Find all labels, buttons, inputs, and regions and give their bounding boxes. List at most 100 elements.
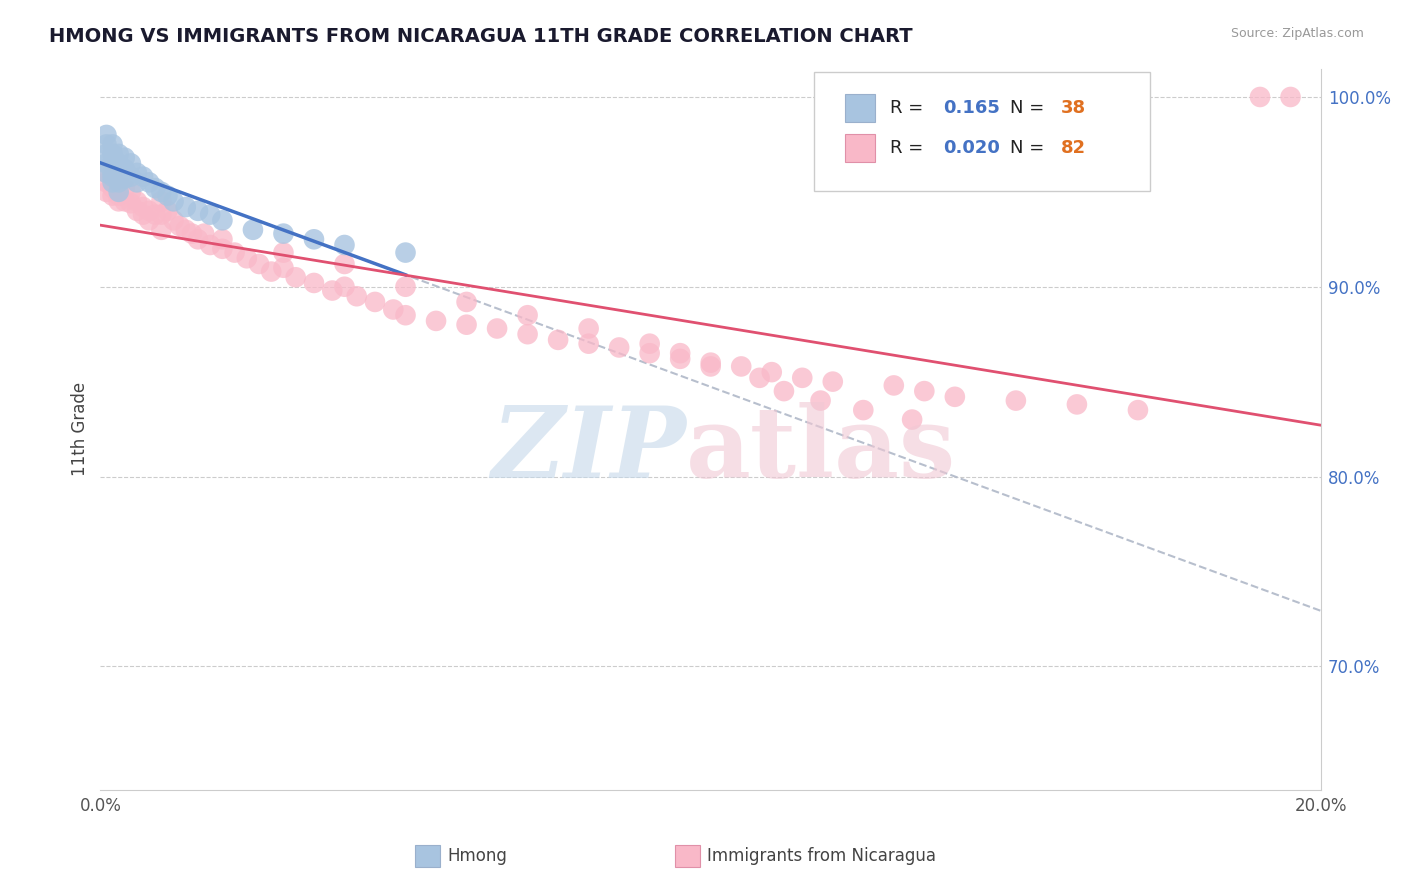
Point	[1066, 397, 1088, 411]
Point	[761, 365, 783, 379]
Point	[96, 128, 118, 142]
Point	[114, 181, 136, 195]
Point	[394, 279, 416, 293]
Text: 38: 38	[1062, 99, 1087, 117]
Point	[180, 227, 202, 241]
FancyBboxPatch shape	[845, 134, 876, 161]
Text: atlas: atlas	[686, 402, 956, 500]
Point	[382, 302, 405, 317]
Point	[456, 294, 478, 309]
Point	[1279, 90, 1302, 104]
Point	[607, 341, 630, 355]
Point	[730, 359, 752, 374]
Point	[187, 232, 209, 246]
Point	[638, 336, 661, 351]
Text: HMONG VS IMMIGRANTS FROM NICARAGUA 11TH GRADE CORRELATION CHART: HMONG VS IMMIGRANTS FROM NICARAGUA 11TH …	[49, 27, 912, 45]
Point	[912, 384, 935, 398]
Point	[107, 185, 129, 199]
Point	[321, 284, 343, 298]
Point	[96, 175, 118, 189]
Point	[211, 213, 233, 227]
Point	[120, 156, 142, 170]
Point	[456, 318, 478, 332]
Point	[107, 194, 129, 209]
Point	[120, 185, 142, 199]
Point	[101, 147, 124, 161]
Point	[187, 203, 209, 218]
Point	[156, 188, 179, 202]
Point	[107, 188, 129, 202]
Text: R =: R =	[890, 139, 929, 157]
Point	[114, 162, 136, 177]
Point	[333, 257, 356, 271]
Point	[101, 175, 124, 189]
Point	[211, 232, 233, 246]
Point	[364, 294, 387, 309]
Point	[792, 371, 814, 385]
Y-axis label: 11th Grade: 11th Grade	[72, 382, 89, 476]
Point	[547, 333, 569, 347]
Point	[1126, 403, 1149, 417]
Point	[138, 203, 160, 218]
Point	[96, 156, 118, 170]
Point	[236, 252, 259, 266]
Point	[699, 359, 721, 374]
Point	[748, 371, 770, 385]
Point	[150, 185, 173, 199]
Point	[101, 181, 124, 195]
Point	[114, 194, 136, 209]
Point	[143, 208, 166, 222]
Point	[125, 194, 148, 209]
Point	[101, 188, 124, 202]
Point	[260, 264, 283, 278]
Point	[114, 171, 136, 186]
Point	[132, 200, 155, 214]
Point	[125, 203, 148, 218]
Point	[516, 308, 538, 322]
Point	[346, 289, 368, 303]
Point	[273, 245, 295, 260]
Point	[852, 403, 875, 417]
Point	[107, 175, 129, 189]
Text: N =: N =	[1010, 99, 1050, 117]
Point	[150, 194, 173, 209]
Point	[138, 175, 160, 189]
Point	[101, 169, 124, 184]
Point	[302, 232, 325, 246]
Point	[101, 166, 124, 180]
Point	[107, 166, 129, 180]
Text: R =: R =	[890, 99, 929, 117]
Point	[107, 147, 129, 161]
Point	[1249, 90, 1271, 104]
Point	[174, 223, 197, 237]
Point	[150, 223, 173, 237]
Point	[773, 384, 796, 398]
Point	[284, 270, 307, 285]
Point	[669, 351, 692, 366]
Point	[821, 375, 844, 389]
Text: 0.165: 0.165	[942, 99, 1000, 117]
Point	[200, 238, 222, 252]
Point	[638, 346, 661, 360]
FancyBboxPatch shape	[845, 95, 876, 122]
Point	[810, 393, 832, 408]
Text: ZIP: ZIP	[491, 402, 686, 499]
Point	[143, 181, 166, 195]
Point	[162, 194, 184, 209]
Point	[273, 227, 295, 241]
Point	[883, 378, 905, 392]
Point	[273, 260, 295, 275]
FancyBboxPatch shape	[814, 72, 1150, 191]
Point	[114, 151, 136, 165]
Point	[150, 208, 173, 222]
Point	[1005, 393, 1028, 408]
Point	[162, 213, 184, 227]
Point	[394, 245, 416, 260]
Point	[132, 169, 155, 184]
Point	[107, 175, 129, 189]
Point	[578, 336, 600, 351]
Text: Hmong: Hmong	[447, 847, 508, 865]
Text: 82: 82	[1062, 139, 1087, 157]
Point	[333, 279, 356, 293]
Text: Source: ZipAtlas.com: Source: ZipAtlas.com	[1230, 27, 1364, 40]
